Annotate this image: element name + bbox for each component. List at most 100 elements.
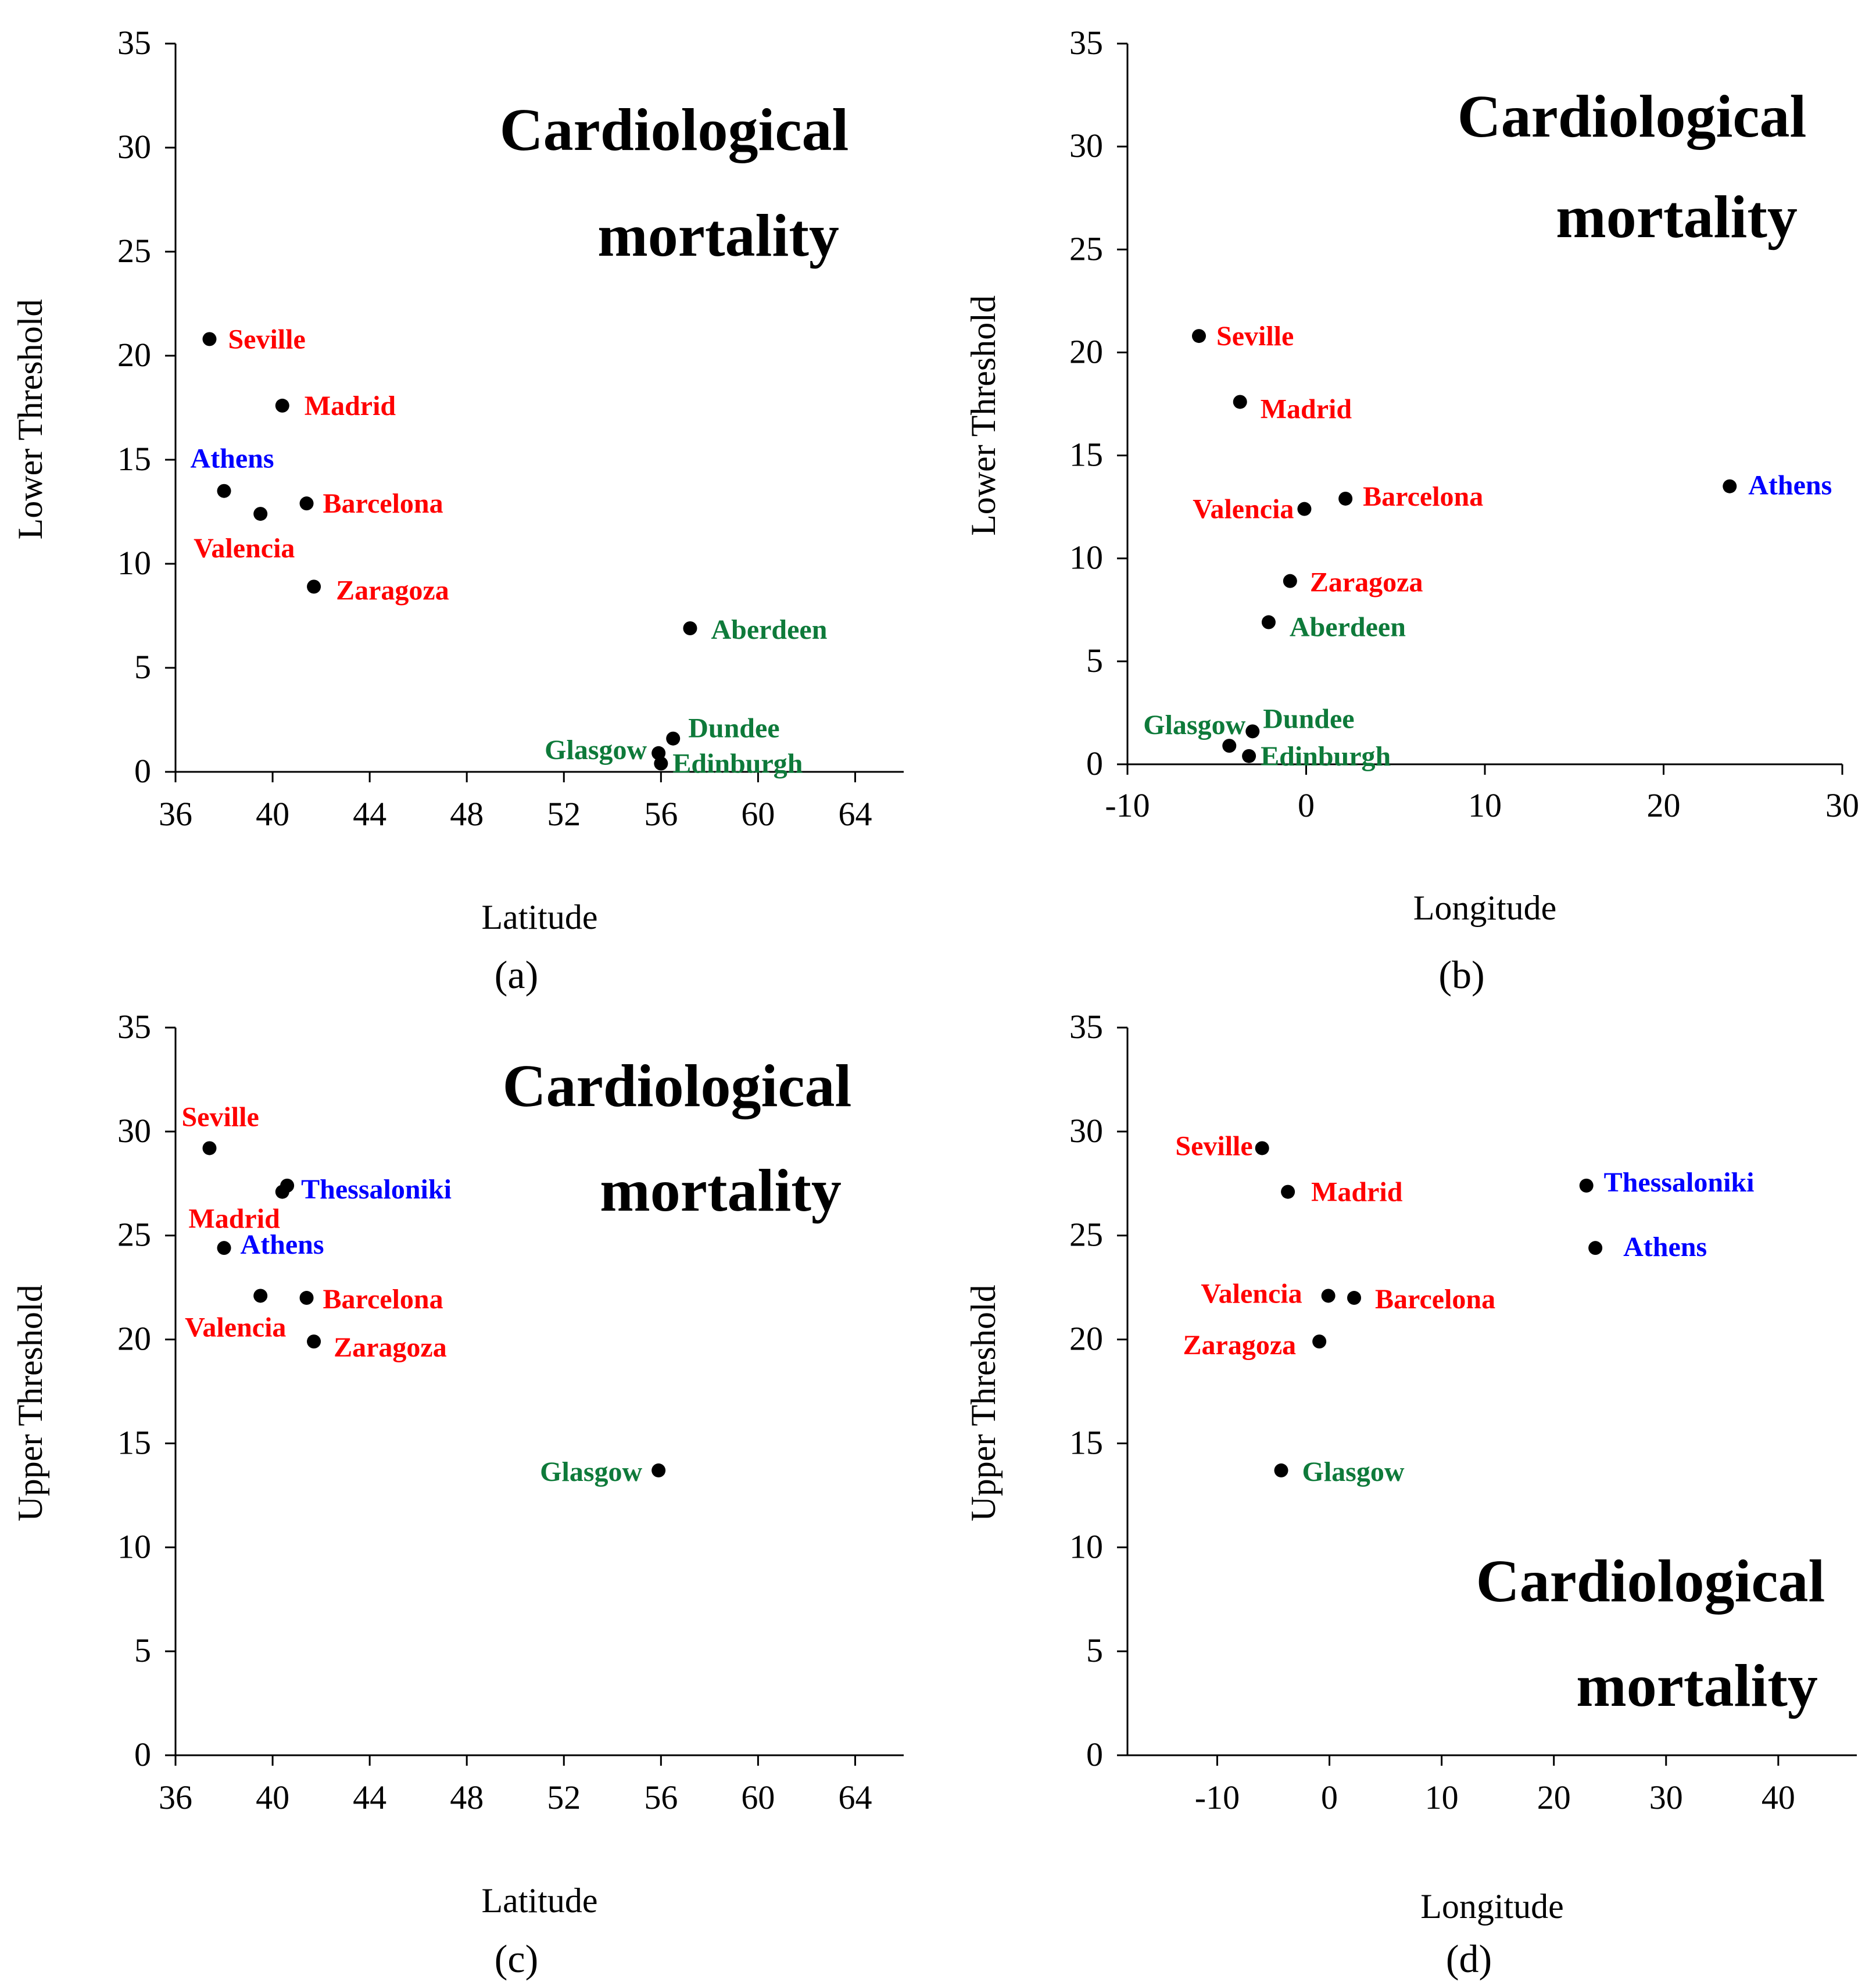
panel-label: (c) xyxy=(495,1937,538,1981)
point-label-athens: Athens xyxy=(191,443,274,474)
y-tick-label: 15 xyxy=(1069,1423,1103,1461)
x-tick-label: 40 xyxy=(256,1779,289,1816)
x-tick-label: 10 xyxy=(1425,1779,1459,1816)
data-point-thessaloniki xyxy=(1579,1178,1594,1193)
chart-title-line: Cardiological xyxy=(1476,1548,1825,1615)
point-label-barcelona: Barcelona xyxy=(323,1284,443,1315)
panel-a: 0 5 10 15 20 25 30 35 36 40 44 48 52 56 60 64 Latitude Lo… xyxy=(11,24,904,997)
point-label-madrid: Madrid xyxy=(1311,1177,1403,1208)
data-point-barcelona xyxy=(299,1291,314,1305)
y-tick-label: 30 xyxy=(1069,1112,1103,1150)
x-tick-label: 64 xyxy=(838,795,872,833)
y-tick-label: 25 xyxy=(117,232,151,270)
panel-c: 0 5 10 15 20 25 30 35 36 40 44 48 52 56 60 64 Latitude Up… xyxy=(11,1008,904,1981)
x-axis-label: Longitude xyxy=(1413,889,1557,927)
data-point-madrid xyxy=(1281,1185,1295,1199)
y-tick-label: 20 xyxy=(1069,332,1103,370)
data-point-athens xyxy=(217,1241,231,1255)
x-axis-label: Latitude xyxy=(482,1881,598,1920)
y-tick-label: 10 xyxy=(117,544,151,582)
point-label-edinburgh: Edinburgh xyxy=(1261,741,1391,772)
point-label-madrid: Madrid xyxy=(188,1204,280,1234)
y-axis-label: Lower Threshold xyxy=(964,295,1003,536)
point-label-thessaloniki: Thessaloniki xyxy=(1604,1167,1755,1198)
point-label-athens: Athens xyxy=(241,1229,324,1260)
data-point-zaragoza xyxy=(1312,1334,1327,1349)
x-axis-label: Latitude xyxy=(482,898,598,936)
x-tick-label: 44 xyxy=(353,795,386,833)
y-tick-label: 20 xyxy=(117,1320,151,1358)
x-tick-label: 48 xyxy=(450,795,484,833)
y-tick-label: 30 xyxy=(117,128,151,166)
x-tick-label: -10 xyxy=(1195,1779,1240,1816)
data-point-glasgow xyxy=(651,746,666,760)
x-tick-label: 0 xyxy=(1321,1779,1338,1816)
chart-title-line: Cardiological xyxy=(1458,83,1807,150)
data-point-dundee xyxy=(1245,724,1260,739)
y-tick-label: 35 xyxy=(117,1008,151,1046)
point-label-madrid: Madrid xyxy=(1261,393,1352,424)
x-tick-label: 40 xyxy=(256,795,289,833)
y-tick-label: 0 xyxy=(134,752,151,790)
point-label-barcelona: Barcelona xyxy=(1375,1284,1495,1315)
y-tick-label: 10 xyxy=(117,1527,151,1565)
point-label-zaragoza: Zaragoza xyxy=(334,1332,447,1363)
data-point-athens xyxy=(1588,1241,1603,1255)
x-tick-label: 20 xyxy=(1647,786,1681,824)
y-tick-label: 20 xyxy=(1069,1320,1103,1358)
y-tick-label: 5 xyxy=(1086,1631,1103,1669)
x-tick-label: 36 xyxy=(159,795,192,833)
x-tick-label: 60 xyxy=(741,795,775,833)
point-label-seville: Seville xyxy=(1216,321,1294,352)
chart-title-line: mortality xyxy=(600,1157,842,1224)
x-tick-label: 52 xyxy=(547,1779,581,1816)
data-point-glasgow xyxy=(651,1463,666,1477)
point-label-glasgow: Glasgow xyxy=(540,1457,642,1487)
x-tick-label: 10 xyxy=(1468,786,1502,824)
y-tick-label: 0 xyxy=(134,1735,151,1773)
y-tick-label: 5 xyxy=(134,1631,151,1669)
y-tick-label: 0 xyxy=(1086,745,1103,782)
data-point-madrid xyxy=(1233,395,1247,409)
data-point-athens xyxy=(1723,479,1737,493)
data-point-valencia xyxy=(1321,1289,1336,1303)
y-tick-label: 15 xyxy=(117,440,151,478)
point-label-glasgow: Glasgow xyxy=(545,735,647,765)
point-label-valencia: Valencia xyxy=(194,533,295,564)
y-tick-label: 15 xyxy=(1069,436,1103,474)
y-tick-label: 10 xyxy=(1069,539,1103,577)
y-tick-label: 0 xyxy=(1086,1735,1103,1773)
y-tick-label: 5 xyxy=(134,648,151,686)
point-label-glasgow: Glasgow xyxy=(1143,710,1245,740)
panel-label: (a) xyxy=(495,953,538,997)
y-tick-label: 25 xyxy=(117,1216,151,1254)
x-tick-label: 56 xyxy=(644,795,678,833)
data-point-seville xyxy=(1255,1141,1269,1155)
x-tick-label: 30 xyxy=(1649,1779,1683,1816)
point-label-seville: Seville xyxy=(228,324,305,355)
y-tick-label: 30 xyxy=(117,1112,151,1150)
data-point-aberdeen xyxy=(683,621,697,635)
panel-d: 0 5 10 15 20 25 30 35 -10 0 10 20 30 40 Longitude Upper… xyxy=(964,1008,1857,1981)
x-tick-label: 40 xyxy=(1762,1779,1795,1816)
y-tick-label: 30 xyxy=(1069,127,1103,164)
point-label-seville: Seville xyxy=(1175,1130,1252,1161)
chart-title-line: Cardiological xyxy=(500,96,849,163)
data-point-dundee xyxy=(666,731,681,746)
x-tick-label: 20 xyxy=(1537,1779,1571,1816)
point-label-barcelona: Barcelona xyxy=(323,488,443,519)
data-point-glasgow xyxy=(1222,739,1237,753)
data-point-seville xyxy=(202,332,217,346)
chart-title-line: mortality xyxy=(1576,1652,1818,1719)
point-label-zaragoza: Zaragoza xyxy=(1183,1330,1297,1361)
y-tick-label: 35 xyxy=(1069,24,1103,62)
chart-title-line: Cardiological xyxy=(503,1053,852,1119)
data-point-athens xyxy=(217,484,231,498)
data-point-glasgow xyxy=(1274,1463,1288,1477)
point-label-zaragoza: Zaragoza xyxy=(1310,567,1423,598)
x-tick-label: 44 xyxy=(353,1779,386,1816)
data-point-valencia xyxy=(253,1289,268,1303)
data-point-aberdeen xyxy=(1261,615,1276,629)
